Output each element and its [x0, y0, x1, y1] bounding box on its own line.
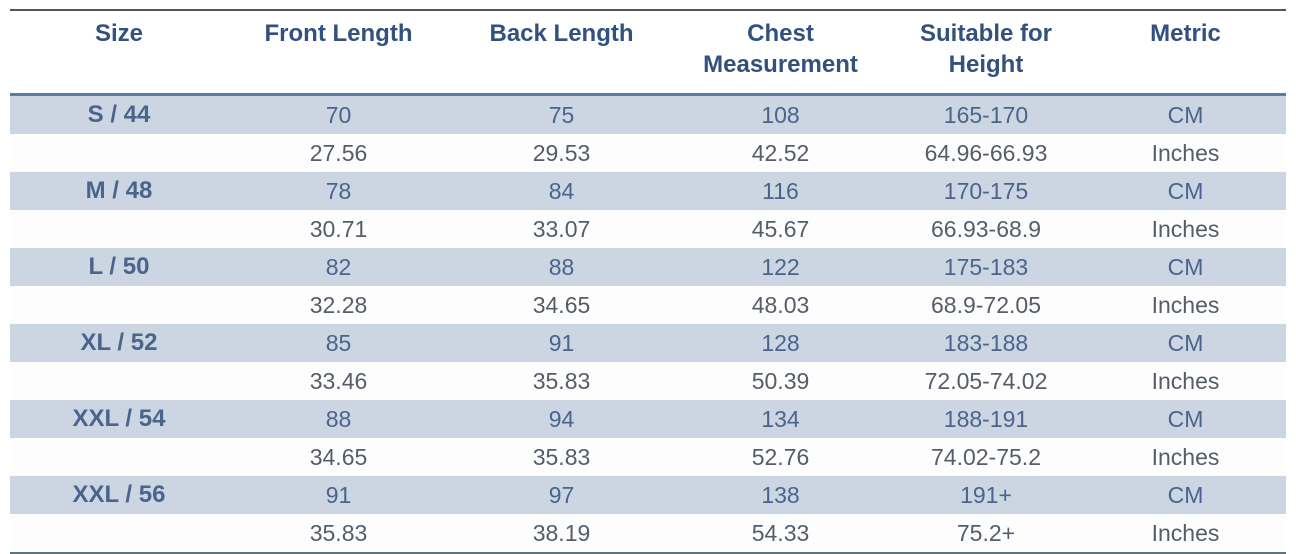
size-cell: L / 50: [88, 253, 150, 280]
metric-cell: CM: [1167, 101, 1204, 128]
metric-cell: Inches: [1151, 215, 1220, 242]
height-cell: 74.02-75.2: [931, 443, 1041, 470]
table-row-m48-cm: M / 48 78 84 116 170-175 CM: [10, 172, 1286, 210]
size-cell: [10, 134, 228, 172]
height-cell: 183-188: [943, 329, 1029, 356]
front-length-cell: 30.71: [309, 215, 368, 242]
column-header-size: Size: [94, 20, 144, 47]
chest-cell: 52.76: [751, 443, 810, 470]
front-length-cell: 82: [325, 253, 352, 280]
height-cell: 72.05-74.02: [924, 367, 1048, 394]
table-row-l50-inches: 32.28 34.65 48.03 68.9-72.05 Inches: [10, 286, 1286, 324]
table-row-xl52-inches: 33.46 35.83 50.39 72.05-74.02 Inches: [10, 362, 1286, 400]
table-row-xxl56-cm: XXL / 56 91 97 138 191+ CM: [10, 476, 1286, 514]
table-header: Size Front Length Back Length Chest Meas…: [10, 10, 1286, 95]
chest-cell: 54.33: [751, 519, 810, 546]
header-row: Size Front Length Back Length Chest Meas…: [10, 10, 1286, 95]
front-length-cell: 91: [325, 481, 352, 508]
height-cell: 165-170: [943, 101, 1029, 128]
size-cell: XL / 52: [80, 329, 158, 356]
chest-cell: 42.52: [751, 139, 810, 166]
back-length-cell: 97: [548, 481, 575, 508]
front-length-cell: 34.65: [309, 443, 368, 470]
front-length-cell: 88: [325, 405, 352, 432]
metric-cell: CM: [1167, 253, 1204, 280]
chest-cell: 122: [761, 253, 800, 280]
metric-cell: Inches: [1151, 291, 1220, 318]
table-row-xl52-cm: XL / 52 85 91 128 183-188 CM: [10, 324, 1286, 362]
height-cell: 191+: [960, 481, 1012, 508]
size-cell: [10, 438, 228, 476]
size-cell: [10, 514, 228, 553]
height-cell: 170-175: [943, 177, 1029, 204]
size-cell: XXL / 54: [72, 405, 166, 432]
chest-cell: 50.39: [751, 367, 810, 394]
size-cell: XXL / 56: [72, 481, 166, 508]
size-cell: [10, 362, 228, 400]
height-cell: 175-183: [943, 253, 1029, 280]
metric-cell: Inches: [1151, 139, 1220, 166]
table-row-xxl54-cm: XXL / 54 88 94 134 188-191 CM: [10, 400, 1286, 438]
column-header-suitable-height: Suitable for Height: [919, 20, 1052, 78]
size-cell: [10, 210, 228, 248]
height-cell: 66.93-68.9: [931, 215, 1041, 242]
table-row-s44-inches: 27.56 29.53 42.52 64.96-66.93 Inches: [10, 134, 1286, 172]
table-row-l50-cm: L / 50 82 88 122 175-183 CM: [10, 248, 1286, 286]
back-length-cell: 35.83: [532, 443, 591, 470]
chest-cell: 116: [762, 177, 799, 204]
table-row-s44-cm: S / 44 70 75 108 165-170 CM: [10, 94, 1286, 134]
back-length-cell: 29.53: [532, 139, 591, 166]
column-header-back-length: Back Length: [489, 20, 634, 47]
front-length-cell: 33.46: [309, 367, 368, 394]
chest-cell: 48.03: [751, 291, 810, 318]
size-chart-table: Size Front Length Back Length Chest Meas…: [10, 9, 1286, 554]
chest-cell: 45.67: [751, 215, 810, 242]
height-cell: 68.9-72.05: [931, 291, 1041, 318]
height-cell: 75.2+: [956, 519, 1016, 546]
front-length-cell: 85: [325, 329, 352, 356]
size-cell: M / 48: [85, 177, 153, 204]
metric-cell: Inches: [1151, 443, 1220, 470]
metric-cell: Inches: [1151, 367, 1220, 394]
table-row-xxl54-inches: 34.65 35.83 52.76 74.02-75.2 Inches: [10, 438, 1286, 476]
back-length-cell: 84: [548, 177, 575, 204]
table-row-m48-inches: 30.71 33.07 45.67 66.93-68.9 Inches: [10, 210, 1286, 248]
chest-cell: 138: [761, 481, 800, 508]
back-length-cell: 33.07: [532, 215, 591, 242]
metric-cell: CM: [1167, 329, 1204, 356]
metric-cell: CM: [1167, 481, 1204, 508]
back-length-cell: 88: [548, 253, 575, 280]
table-row-xxl56-inches: 35.83 38.19 54.33 75.2+ Inches: [10, 514, 1286, 553]
chest-cell: 108: [761, 101, 800, 128]
front-length-cell: 35.83: [309, 519, 368, 546]
front-length-cell: 32.28: [309, 291, 368, 318]
back-length-cell: 91: [548, 329, 575, 356]
column-header-front-length: Front Length: [264, 20, 413, 47]
front-length-cell: 27.56: [309, 139, 368, 166]
front-length-cell: 70: [325, 101, 352, 128]
height-cell: 64.96-66.93: [924, 139, 1048, 166]
height-cell: 188-191: [943, 405, 1029, 432]
table-body: S / 44 70 75 108 165-170 CM 27.56 29.53 …: [10, 94, 1286, 553]
back-length-cell: 75: [548, 101, 575, 128]
chest-cell: 128: [761, 329, 800, 356]
column-header-chest-measurement: Chest Measurement: [703, 20, 858, 78]
metric-cell: CM: [1167, 405, 1204, 432]
chest-cell: 134: [761, 405, 800, 432]
back-length-cell: 94: [548, 405, 575, 432]
column-header-metric: Metric: [1150, 20, 1221, 47]
size-cell: S / 44: [87, 101, 151, 128]
back-length-cell: 38.19: [532, 519, 591, 546]
back-length-cell: 35.83: [532, 367, 591, 394]
metric-cell: Inches: [1151, 519, 1220, 546]
back-length-cell: 34.65: [532, 291, 591, 318]
metric-cell: CM: [1167, 177, 1204, 204]
front-length-cell: 78: [325, 177, 352, 204]
size-cell: [10, 286, 228, 324]
